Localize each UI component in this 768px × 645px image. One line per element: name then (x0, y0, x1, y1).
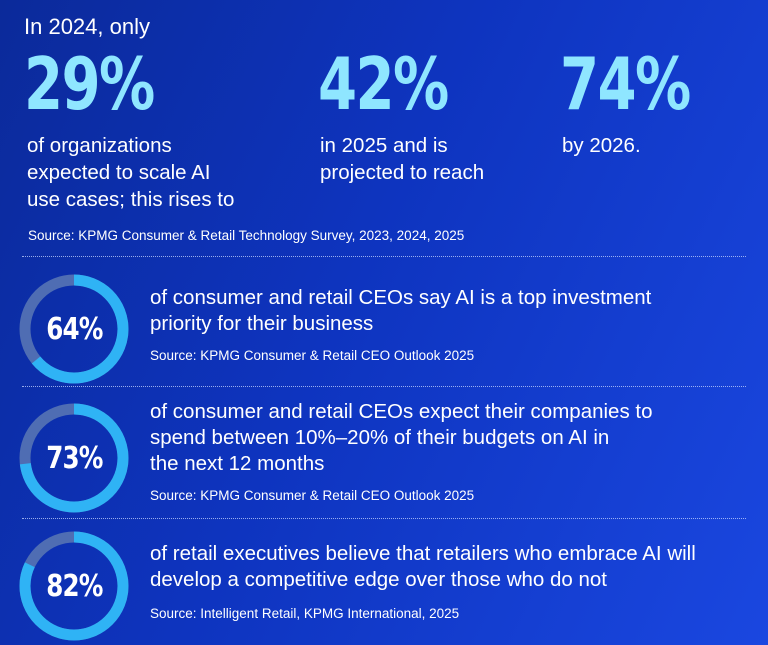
headline-stat-caption-3: by 2026. (562, 132, 641, 159)
stat-line: the next 12 months (150, 452, 325, 475)
ring-stat-source-3: Source: Intelligent Retail, KPMG Interna… (150, 606, 460, 621)
ring-stat-1: 64% (18, 273, 130, 385)
divider (22, 386, 746, 387)
stat-line: priority for their business (150, 312, 374, 335)
stat-line: of consumer and retail CEOs expect their… (150, 400, 653, 423)
headline-stat-value-2: 42% (318, 42, 449, 126)
progress-ring (19, 531, 129, 641)
caption-line: by 2026. (562, 134, 641, 157)
progress-ring (19, 403, 129, 513)
stat-line: of retail executives believe that retail… (150, 542, 696, 565)
headline-stat-value-1: 29% (24, 42, 155, 126)
headline-stat-value-3: 74% (560, 42, 691, 126)
ring-fill (19, 531, 129, 641)
ring-stat-2: 73% (18, 402, 130, 514)
headline-source: Source: KPMG Consumer & Retail Technolog… (28, 228, 465, 243)
stat-line: develop a competitive edge over those wh… (150, 568, 607, 591)
caption-line: expected to scale AI (27, 161, 211, 184)
divider (22, 256, 746, 257)
ring-fill (19, 403, 129, 513)
progress-ring (19, 274, 129, 384)
ring-stat-source-2: Source: KPMG Consumer & Retail CEO Outlo… (150, 488, 475, 503)
ring-value: 73% (45, 440, 103, 476)
stat-line: spend between 10%–20% of their budgets o… (150, 426, 610, 449)
ring-stat-text-1: of consumer and retail CEOs say AI is a … (150, 285, 651, 337)
ring-fill (19, 274, 129, 384)
ring-value: 82% (45, 568, 103, 604)
ring-stat-text-3: of retail executives believe that retail… (150, 541, 696, 593)
caption-line: of organizations (27, 134, 172, 157)
ring-stat-source-1: Source: KPMG Consumer & Retail CEO Outlo… (150, 348, 475, 363)
caption-line: projected to reach (320, 161, 485, 184)
ring-stat-text-2: of consumer and retail CEOs expect their… (150, 399, 653, 477)
headline-stat-caption-1: of organizations expected to scale AI us… (27, 132, 234, 213)
intro-text: In 2024, only (24, 14, 150, 39)
stat-line: of consumer and retail CEOs say AI is a … (150, 286, 652, 309)
caption-line: use cases; this rises to (27, 188, 235, 211)
divider (22, 518, 746, 519)
caption-line: in 2025 and is (320, 134, 448, 157)
ring-value: 64% (45, 311, 103, 347)
headline-stat-caption-2: in 2025 and is projected to reach (320, 132, 484, 186)
ring-stat-3: 82% (18, 530, 130, 642)
